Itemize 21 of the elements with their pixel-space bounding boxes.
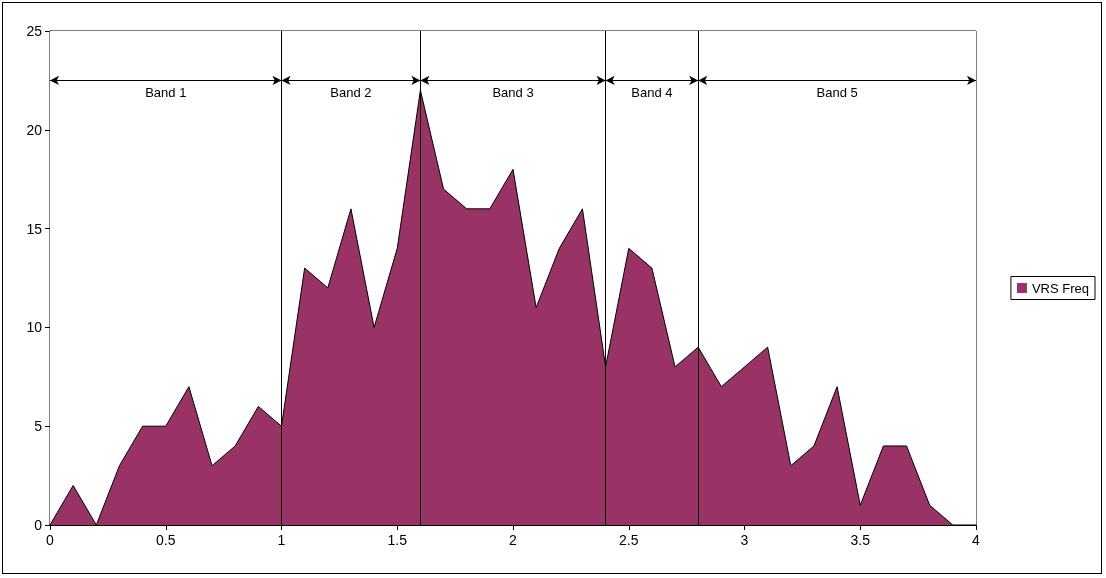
y-tick-label: 25	[26, 23, 43, 39]
y-tick-label: 10	[26, 319, 43, 336]
y-tick-label: 0	[34, 517, 43, 533]
x-tick-label: 2.5	[619, 532, 639, 548]
x-tick-label: 0.5	[156, 532, 176, 548]
x-tick-label: 0	[46, 532, 55, 548]
band-label: Band 5	[816, 85, 858, 100]
legend-label: VRS Freq	[1031, 280, 1090, 296]
band-label: Band 2	[330, 85, 372, 100]
x-tick-label: 3	[740, 532, 749, 548]
y-tick-label: 15	[26, 220, 43, 237]
y-tick-label: 5	[34, 418, 43, 435]
x-tick-label: 1.5	[387, 532, 408, 548]
y-tick-label: 20	[26, 121, 43, 138]
band-label: Band 3	[492, 85, 534, 100]
x-tick-label: 2	[509, 532, 518, 548]
x-tick-label: 1	[277, 532, 286, 548]
x-tick-label: 4	[972, 532, 981, 548]
x-tick-label: 3.5	[850, 532, 871, 548]
band-label: Band 4	[631, 85, 673, 100]
band-label: Band 1	[145, 85, 187, 100]
